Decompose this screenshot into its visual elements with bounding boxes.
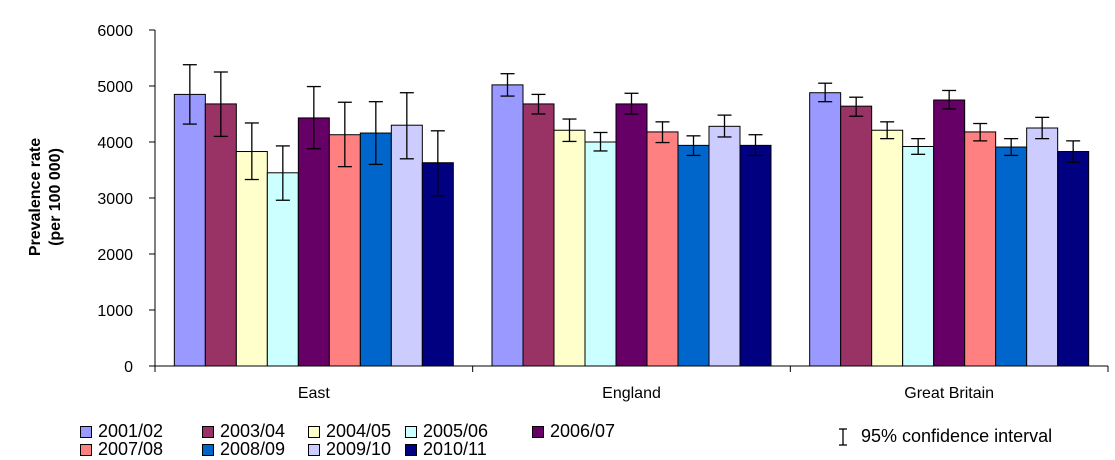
- bar: [390, 124, 423, 367]
- legend-swatch: [308, 443, 320, 456]
- bars: [173, 84, 1090, 367]
- bar: [995, 146, 1028, 367]
- bar: [235, 151, 268, 367]
- legend-label: 2008/09: [220, 439, 286, 459]
- bar: [173, 93, 206, 367]
- legend-item: 2006/07: [532, 421, 615, 442]
- bar: [328, 134, 361, 367]
- legend-swatch: [202, 443, 214, 456]
- legend-item: 2004/05: [308, 421, 391, 442]
- legend-label: 2006/07: [550, 421, 616, 441]
- legend-label: 2005/06: [423, 421, 489, 441]
- bar: [421, 162, 454, 367]
- legend-label: 2010/11: [423, 439, 487, 459]
- legend-label: 2003/04: [220, 421, 286, 441]
- legend-item: 2008/09: [202, 439, 285, 460]
- legend-item: 2007/08: [80, 439, 163, 460]
- bar: [266, 172, 299, 367]
- x-tick-label: England: [602, 385, 661, 402]
- y-tick-label: 5000: [97, 79, 133, 96]
- legend-label: 2007/08: [98, 439, 164, 459]
- legend-item: 2003/04: [202, 421, 285, 442]
- bar: [522, 103, 555, 367]
- bar: [933, 99, 966, 367]
- error-bar-icon: [839, 427, 847, 446]
- legend-item: 2010/11: [405, 439, 487, 460]
- bar: [964, 131, 997, 367]
- y-tick-label: 6000: [97, 23, 133, 40]
- legend-swatch: [532, 425, 544, 438]
- bar: [615, 103, 648, 367]
- legend-swatch: [405, 443, 417, 456]
- y-tick-label: 1000: [97, 303, 133, 320]
- bar: [1026, 127, 1059, 367]
- bar: [646, 131, 679, 367]
- legend-swatch: [80, 443, 92, 456]
- y-axis-label-line1: Prevalence rate: [27, 138, 44, 256]
- y-axis-label-line2: (per 100 000): [47, 148, 64, 246]
- legend-label: 2004/05: [326, 421, 392, 441]
- bar: [739, 144, 772, 367]
- x-tick-label: East: [298, 385, 331, 402]
- bar: [204, 103, 237, 367]
- legend-item: 2009/10: [308, 439, 391, 460]
- legend: 2001/02 2003/04 2004/05 2005/06 2006/07 2007/…: [80, 418, 1110, 460]
- bar: [584, 141, 617, 367]
- bar: [840, 105, 873, 367]
- y-axis-label: Prevalence rate (per 100 000): [27, 138, 64, 256]
- y-tick-label: 2000: [97, 247, 133, 264]
- bar: [902, 145, 935, 367]
- legend-item: 2005/06: [405, 421, 488, 442]
- legend-swatch: [405, 425, 417, 438]
- legend-confidence-interval-label: 95% confidence interval: [861, 426, 1053, 446]
- legend-label: 2001/02: [98, 421, 164, 441]
- bar: [1057, 151, 1090, 367]
- y-tick-label: 0: [124, 359, 133, 376]
- bar: [297, 117, 330, 367]
- y-tick-label: 4000: [97, 135, 133, 152]
- bar: [809, 92, 842, 367]
- legend-confidence-interval: 95% confidence interval: [835, 426, 1052, 447]
- legend-label: 2009/10: [326, 439, 392, 459]
- bar: [359, 132, 392, 367]
- bar: [677, 144, 710, 367]
- bar: [553, 129, 586, 367]
- legend-item: 2001/02: [80, 421, 163, 442]
- chart: Prevalence rate (per 100 000) 0 1000 2000 3…: [27, 23, 1109, 402]
- legend-swatch: [202, 425, 214, 438]
- tick-labels: 0 1000 2000 3000 4000 5000 6000 East England Grea…: [97, 23, 994, 402]
- error-bars: [182, 64, 1081, 201]
- legend-swatch: [80, 425, 92, 438]
- x-tick-label: Great Britain: [904, 385, 994, 402]
- legend-swatch: [308, 425, 320, 438]
- bar: [491, 84, 524, 367]
- y-tick-label: 3000: [97, 191, 133, 208]
- bar: [708, 125, 741, 367]
- bar: [871, 129, 904, 367]
